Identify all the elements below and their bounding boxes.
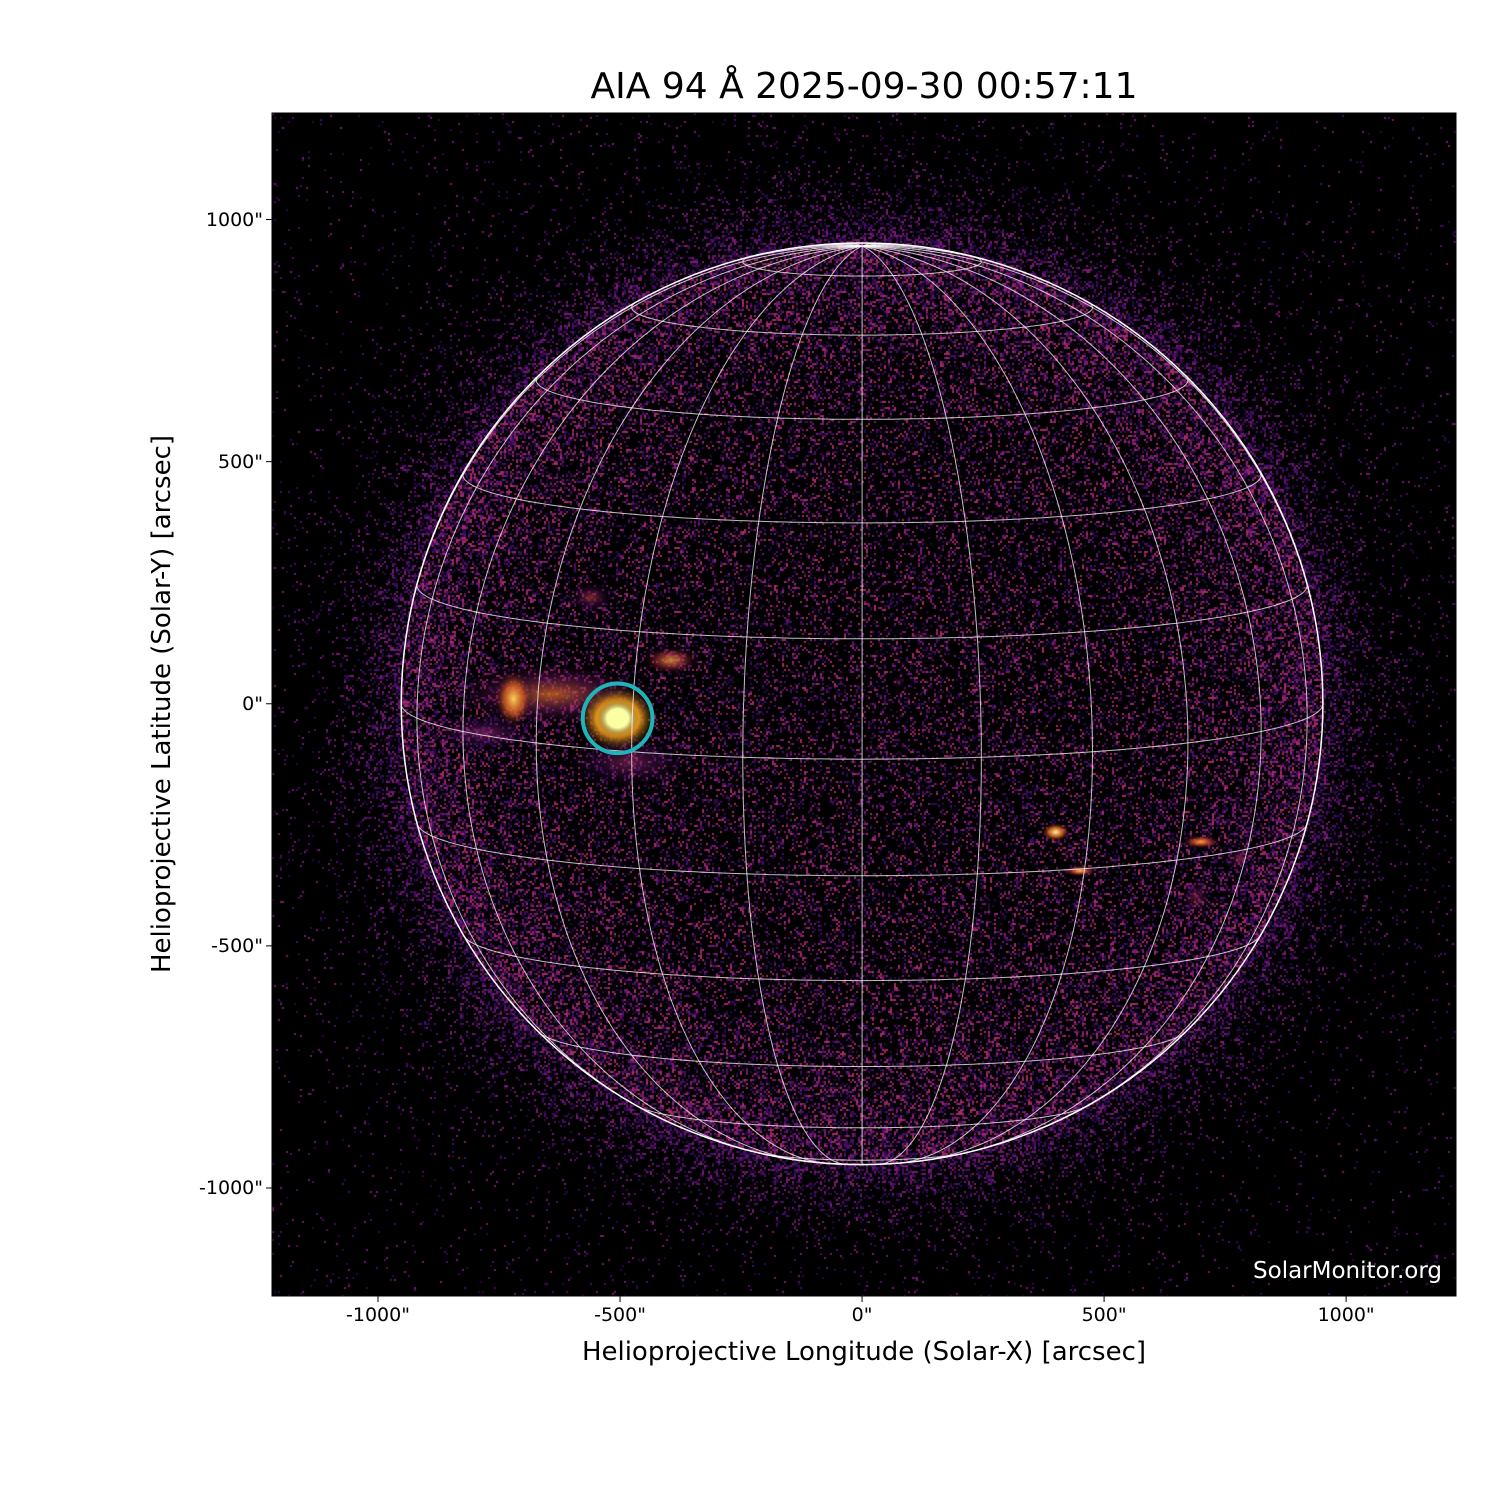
y-tick-label: 1000": [205, 208, 263, 231]
longitude-line: [400, 245, 863, 704]
longitude-line: [742, 245, 863, 1165]
x-tick-label: -1000": [346, 1304, 410, 1326]
longitude-line: [861, 245, 982, 1165]
longitude-line: [861, 245, 1094, 1165]
y-axis-label: Helioprojective Latitude (Solar-Y) [arcs…: [147, 434, 177, 974]
x-tick-label: -500": [594, 1304, 646, 1326]
x-tick-label: 500": [1081, 1304, 1127, 1326]
longitude-line: [862, 245, 1308, 1122]
y-tick-label: -1000": [199, 1177, 263, 1199]
longitude-line: [862, 245, 1189, 1162]
watermark: SolarMonitor.org: [1253, 1258, 1442, 1284]
y-tick-label: -500": [211, 934, 263, 957]
longitude-line: [862, 245, 1262, 1155]
plot-area: SolarMonitor.org: [272, 113, 1456, 1296]
longitude-line: [416, 245, 863, 1122]
x-axis-label: Helioprojective Longitude (Solar-X) [arc…: [581, 1337, 1147, 1367]
chart-title: AIA 94 Å 2025-09-30 00:57:11: [590, 66, 1138, 107]
longitude-line: [631, 245, 863, 1165]
longitude-line: [462, 245, 863, 1155]
y-tick-label: 0": [242, 692, 263, 715]
y-tick-label: 500": [217, 450, 263, 473]
x-tick-label: 1000": [1317, 1304, 1375, 1326]
x-tick-label: 0": [851, 1304, 873, 1326]
longitude-line: [862, 245, 1324, 704]
heliographic-grid: [400, 242, 1324, 1166]
flare-marker-circle: [580, 681, 655, 756]
